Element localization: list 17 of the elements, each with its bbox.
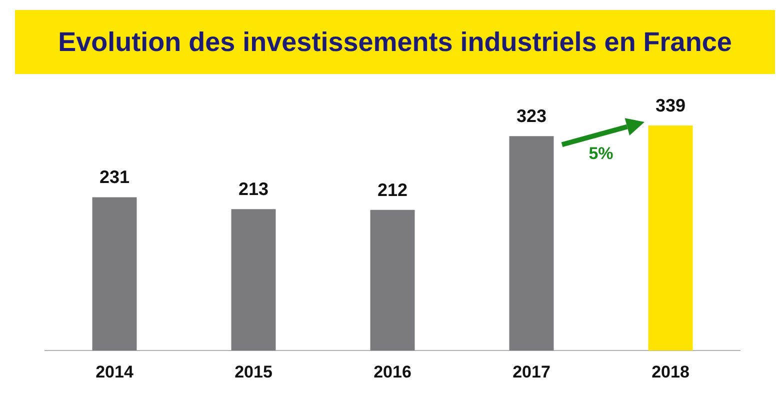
bar [509,136,554,351]
x-tick-label: 2016 [374,362,412,382]
x-tick-label: 2014 [96,362,134,382]
bar [231,209,276,351]
data-label: 212 [377,180,408,200]
chart-title: Evolution des investissements industriels en France [15,10,775,74]
annotation: 5% [588,144,614,163]
data-label: 213 [238,179,269,200]
x-tick-label: 2018 [652,362,690,382]
bar [648,126,693,351]
bar [92,197,137,351]
x-tick-label: 2015 [234,362,272,382]
data-label: 339 [655,95,686,116]
data-label: 231 [99,167,130,188]
data-label: 323 [516,106,547,126]
x-tick-label: 2017 [512,362,550,382]
bar [370,210,415,351]
